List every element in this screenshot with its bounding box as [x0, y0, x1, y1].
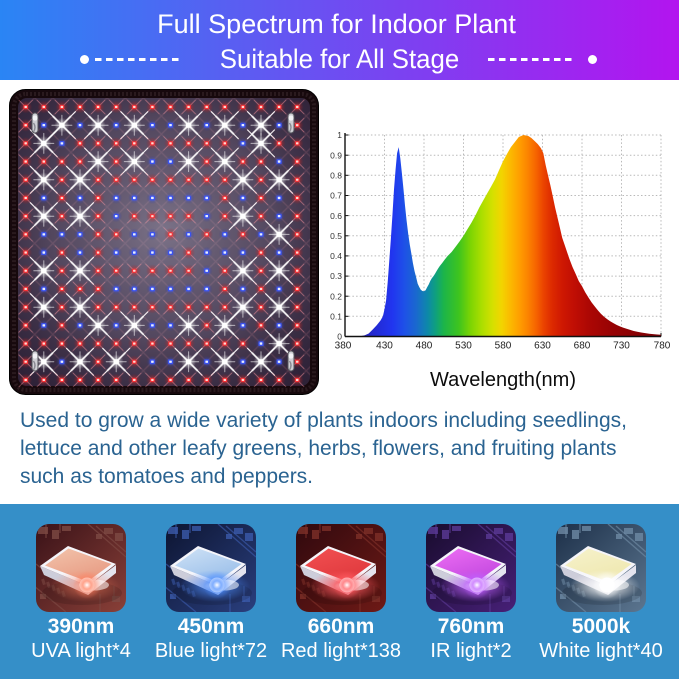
svg-text:0: 0 — [337, 332, 342, 342]
svg-text:0.5: 0.5 — [330, 231, 342, 241]
svg-text:0.2: 0.2 — [330, 291, 342, 301]
svg-text:0.6: 0.6 — [330, 211, 342, 221]
svg-text:780: 780 — [654, 341, 671, 352]
svg-text:480: 480 — [416, 341, 433, 352]
svg-text:680: 680 — [574, 341, 591, 352]
svg-text:0.4: 0.4 — [330, 251, 342, 261]
svg-text:380: 380 — [335, 341, 352, 352]
svg-text:580: 580 — [495, 341, 512, 352]
svg-text:Wavelength(nm): Wavelength(nm) — [430, 369, 576, 391]
svg-text:430: 430 — [376, 341, 393, 352]
svg-text:530: 530 — [455, 341, 472, 352]
svg-text:0.3: 0.3 — [330, 271, 342, 281]
svg-text:730: 730 — [613, 341, 630, 352]
svg-text:630: 630 — [534, 341, 551, 352]
svg-text:0.9: 0.9 — [330, 150, 342, 160]
svg-text:0.1: 0.1 — [330, 312, 342, 322]
svg-text:0.8: 0.8 — [330, 171, 342, 181]
svg-text:0.7: 0.7 — [330, 191, 342, 201]
svg-text:1: 1 — [337, 130, 342, 140]
